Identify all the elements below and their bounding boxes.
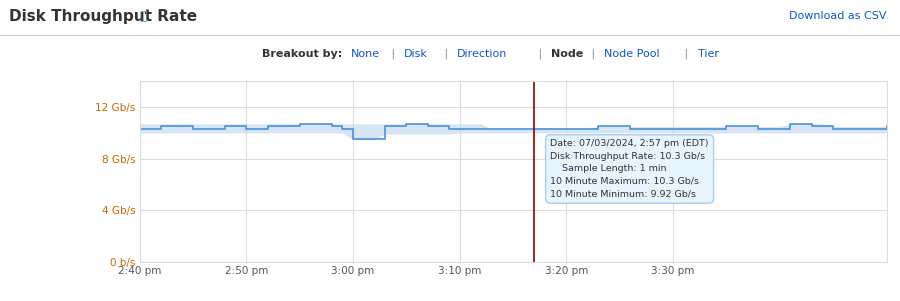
Text: |: | bbox=[388, 49, 399, 59]
Text: Node: Node bbox=[551, 49, 583, 59]
Text: Disk Throughput Rate: Disk Throughput Rate bbox=[9, 9, 197, 24]
Text: |: | bbox=[681, 49, 692, 59]
Text: |: | bbox=[588, 49, 598, 59]
Text: |: | bbox=[535, 49, 545, 59]
Text: Tier: Tier bbox=[698, 49, 718, 59]
Text: ⓘ: ⓘ bbox=[140, 10, 147, 23]
Text: Node Pool: Node Pool bbox=[604, 49, 660, 59]
Text: |: | bbox=[441, 49, 452, 59]
Text: Breakout by:: Breakout by: bbox=[262, 49, 342, 59]
Text: Disk: Disk bbox=[404, 49, 428, 59]
Text: Download as CSV: Download as CSV bbox=[789, 11, 886, 21]
Text: Date: 07/03/2024, 2:57 pm (EDT)
Disk Throughput Rate: 10.3 Gb/s
    Sample Lengt: Date: 07/03/2024, 2:57 pm (EDT) Disk Thr… bbox=[551, 139, 709, 198]
Text: None: None bbox=[351, 49, 380, 59]
Text: Direction: Direction bbox=[457, 49, 508, 59]
